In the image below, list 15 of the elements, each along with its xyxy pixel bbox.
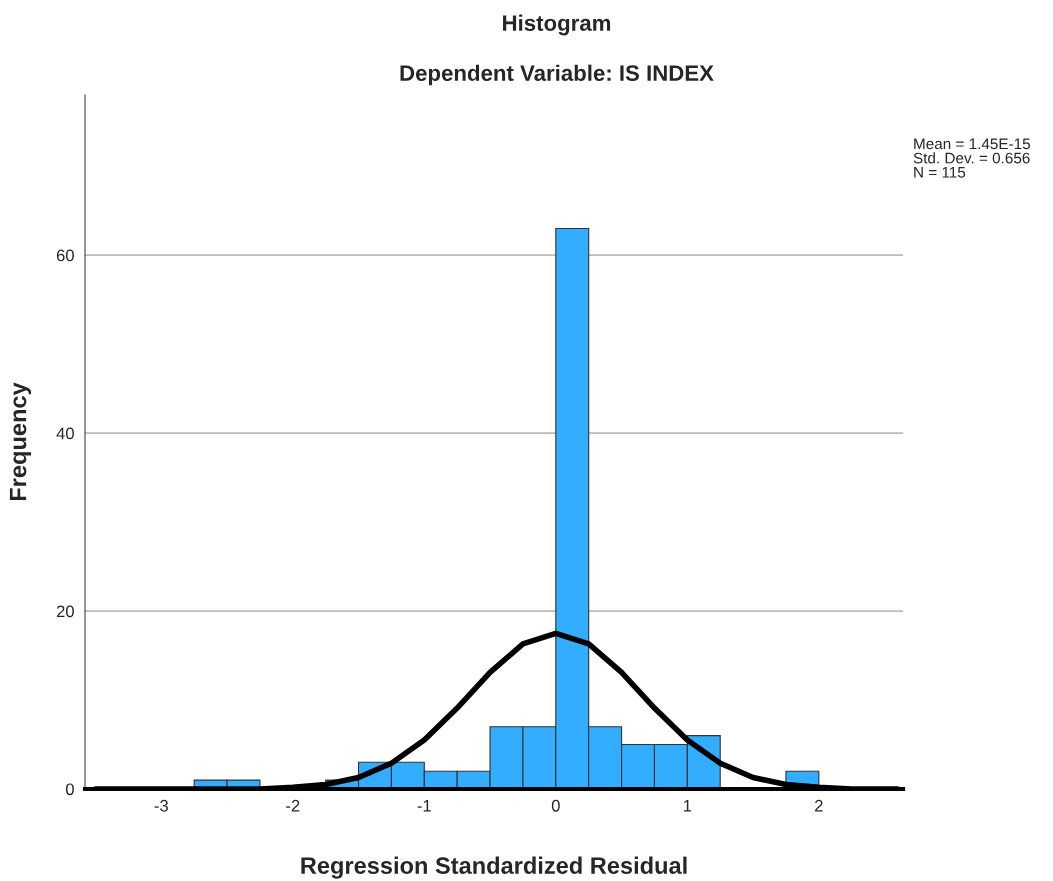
y-tick-label: 0 [65,783,74,796]
y-tick-label: 60 [56,249,74,262]
x-tick-label: 1 [683,800,692,812]
y-tick-label: 40 [56,427,74,440]
x-axis-title: Regression Standardized Residual [301,856,687,879]
chart-title: Histogram [503,14,611,36]
x-tick-label: 0 [551,799,560,812]
text: Mean = 1.45E-15 Std. Dev. = 0.656 N = 115 [913,138,1030,178]
chart-subtitle: Dependent Variable: IS INDEX [400,64,714,86]
x-tick-label: -1 [417,800,431,812]
x-tick-label: -2 [286,799,300,812]
y-tick-label: 20 [56,605,74,618]
y-axis-title: Frequency [9,382,32,501]
x-tick-label: 2 [815,799,823,812]
x-tick-label: -3 [154,799,168,812]
